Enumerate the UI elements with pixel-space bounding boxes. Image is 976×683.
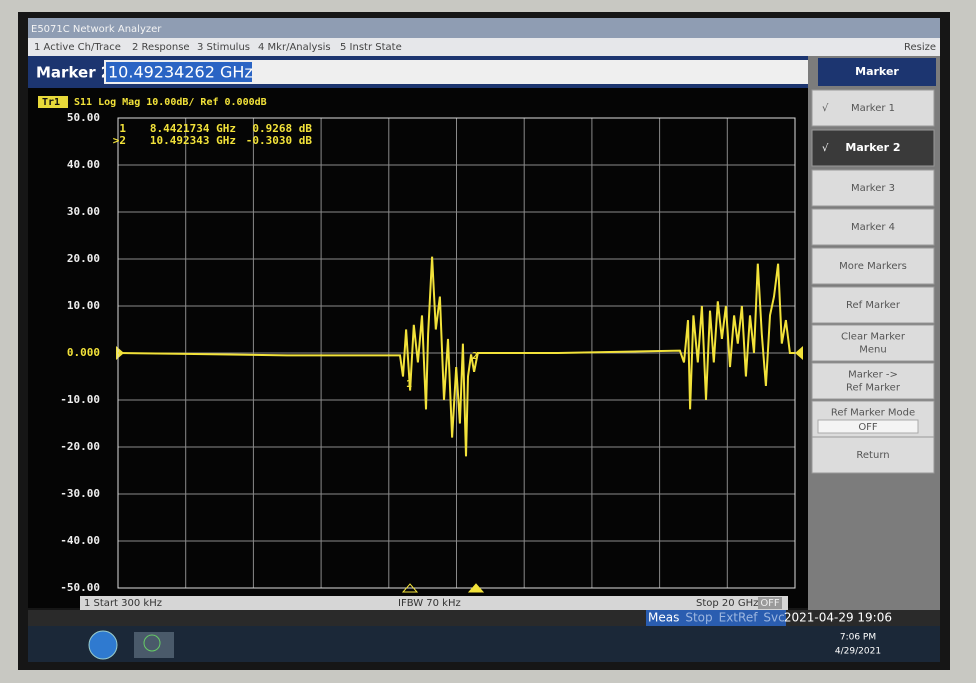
- y-tick-label: -40.00: [60, 534, 100, 547]
- softkey-label: Clear Marker: [841, 332, 906, 343]
- softkey-label: Marker 3: [851, 183, 895, 194]
- marker-value: -0.3030 dB: [246, 134, 313, 147]
- status-item: ExtRef: [719, 611, 759, 625]
- y-tick-label: -50.00: [60, 581, 100, 594]
- y-tick-label: -30.00: [60, 487, 100, 500]
- softkey-title: Marker: [855, 65, 899, 78]
- status-item: Meas: [648, 611, 679, 625]
- y-tick-label: 50.00: [67, 111, 100, 124]
- y-tick-label: 0.000: [67, 346, 100, 359]
- window-title: E5071C Network Analyzer: [31, 24, 162, 35]
- chart-area: [28, 88, 808, 608]
- menu-item[interactable]: 3 Stimulus: [197, 42, 250, 53]
- softkey-check: √: [822, 103, 829, 114]
- softkey-check: √: [822, 143, 829, 154]
- ifbw: IFBW 70 kHz: [398, 598, 461, 609]
- softkey-label: Ref Marker: [846, 300, 901, 311]
- menu-item[interactable]: 4 Mkr/Analysis: [258, 42, 331, 53]
- y-tick-label: -20.00: [60, 440, 100, 453]
- softkey[interactable]: [812, 325, 934, 361]
- softkey-label: Return: [856, 450, 889, 461]
- screen: E5071C Network Analyzer Resize Marker 2 …: [0, 0, 976, 683]
- y-tick-label: 10.00: [67, 299, 100, 312]
- softkey-label: Marker 2: [845, 141, 900, 154]
- status-item: Svc: [763, 611, 784, 625]
- status-datetime: 2021-04-29 19:06: [784, 611, 892, 625]
- taskbar-date: 4/29/2021: [835, 647, 881, 657]
- marker-freq: 10.492343 GHz: [150, 134, 236, 147]
- title-bar: [28, 18, 940, 38]
- menu-item[interactable]: 2 Response: [132, 42, 190, 53]
- softkey-label: Marker ->: [848, 370, 898, 381]
- softkey-label: More Markers: [839, 261, 907, 272]
- app-icon[interactable]: [134, 632, 174, 658]
- start-freq: 1 Start 300 kHz: [84, 598, 162, 609]
- start-button[interactable]: [89, 631, 117, 659]
- menu-item[interactable]: 5 Instr State: [340, 42, 402, 53]
- menu-item[interactable]: 1 Active Ch/Trace: [34, 42, 121, 53]
- softkey-label: Ref Marker: [846, 383, 901, 394]
- y-tick-label: 30.00: [67, 205, 100, 218]
- softkey[interactable]: [812, 363, 934, 399]
- softkey-label: Marker 1: [851, 103, 895, 114]
- marker-tag: 1: [406, 379, 412, 390]
- y-tick-label: 20.00: [67, 252, 100, 265]
- softkey-value: OFF: [858, 422, 878, 433]
- taskbar-time: 7:06 PM: [840, 633, 876, 643]
- page: E5071C Network Analyzer Resize Marker 2 …: [0, 0, 976, 683]
- trace-header: S11 Log Mag 10.00dB/ Ref 0.000dB: [74, 97, 267, 108]
- y-tick-label: 40.00: [67, 158, 100, 171]
- softkey-label: Menu: [859, 345, 886, 356]
- resize-button[interactable]: Resize: [904, 42, 936, 53]
- marker-tag: 2: [472, 351, 478, 362]
- entry-label: Marker 2: [36, 64, 111, 82]
- softkey-label: Marker 4: [851, 222, 895, 233]
- trace-id: Tr1: [42, 97, 60, 108]
- off-indicator: OFF: [760, 598, 780, 609]
- status-item: Stop: [685, 611, 712, 625]
- stop-freq: Stop 20 GHz: [696, 598, 758, 609]
- entry-value[interactable]: 10.49234262 GHz: [108, 63, 253, 82]
- softkey-label: Ref Marker Mode: [831, 408, 915, 419]
- y-tick-label: -10.00: [60, 393, 100, 406]
- marker-id: >2: [113, 134, 126, 147]
